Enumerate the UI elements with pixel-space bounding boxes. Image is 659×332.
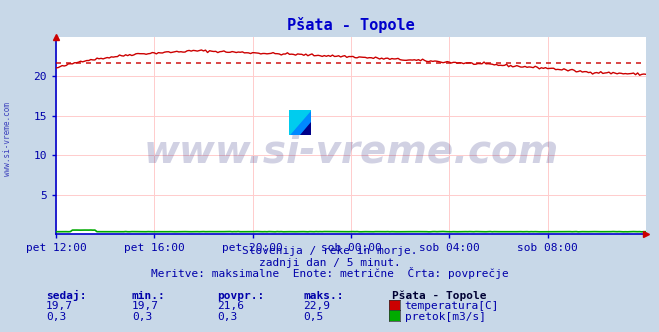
Text: Meritve: maksimalne  Enote: metrične  Črta: povprečje: Meritve: maksimalne Enote: metrične Črta… xyxy=(151,267,508,279)
Text: povpr.:: povpr.: xyxy=(217,291,265,301)
Text: 19,7: 19,7 xyxy=(132,301,159,311)
Text: www.si-vreme.com: www.si-vreme.com xyxy=(143,132,559,170)
Polygon shape xyxy=(289,110,311,135)
Text: Pšata - Topole: Pšata - Topole xyxy=(392,290,486,301)
Text: temperatura[C]: temperatura[C] xyxy=(405,301,499,311)
Text: maks.:: maks.: xyxy=(303,291,343,301)
Title: Pšata - Topole: Pšata - Topole xyxy=(287,17,415,33)
Text: 0,3: 0,3 xyxy=(132,312,152,322)
Polygon shape xyxy=(300,123,311,135)
Text: 21,6: 21,6 xyxy=(217,301,244,311)
Text: www.si-vreme.com: www.si-vreme.com xyxy=(3,103,13,176)
Text: 0,3: 0,3 xyxy=(217,312,238,322)
Text: 0,5: 0,5 xyxy=(303,312,324,322)
Text: min.:: min.: xyxy=(132,291,165,301)
Text: Slovenija / reke in morje.: Slovenija / reke in morje. xyxy=(242,246,417,256)
Text: 0,3: 0,3 xyxy=(46,312,67,322)
Text: zadnji dan / 5 minut.: zadnji dan / 5 minut. xyxy=(258,258,401,268)
Text: sedaj:: sedaj: xyxy=(46,290,86,301)
Text: 19,7: 19,7 xyxy=(46,301,73,311)
Text: 22,9: 22,9 xyxy=(303,301,330,311)
Polygon shape xyxy=(289,110,311,135)
Text: pretok[m3/s]: pretok[m3/s] xyxy=(405,312,486,322)
